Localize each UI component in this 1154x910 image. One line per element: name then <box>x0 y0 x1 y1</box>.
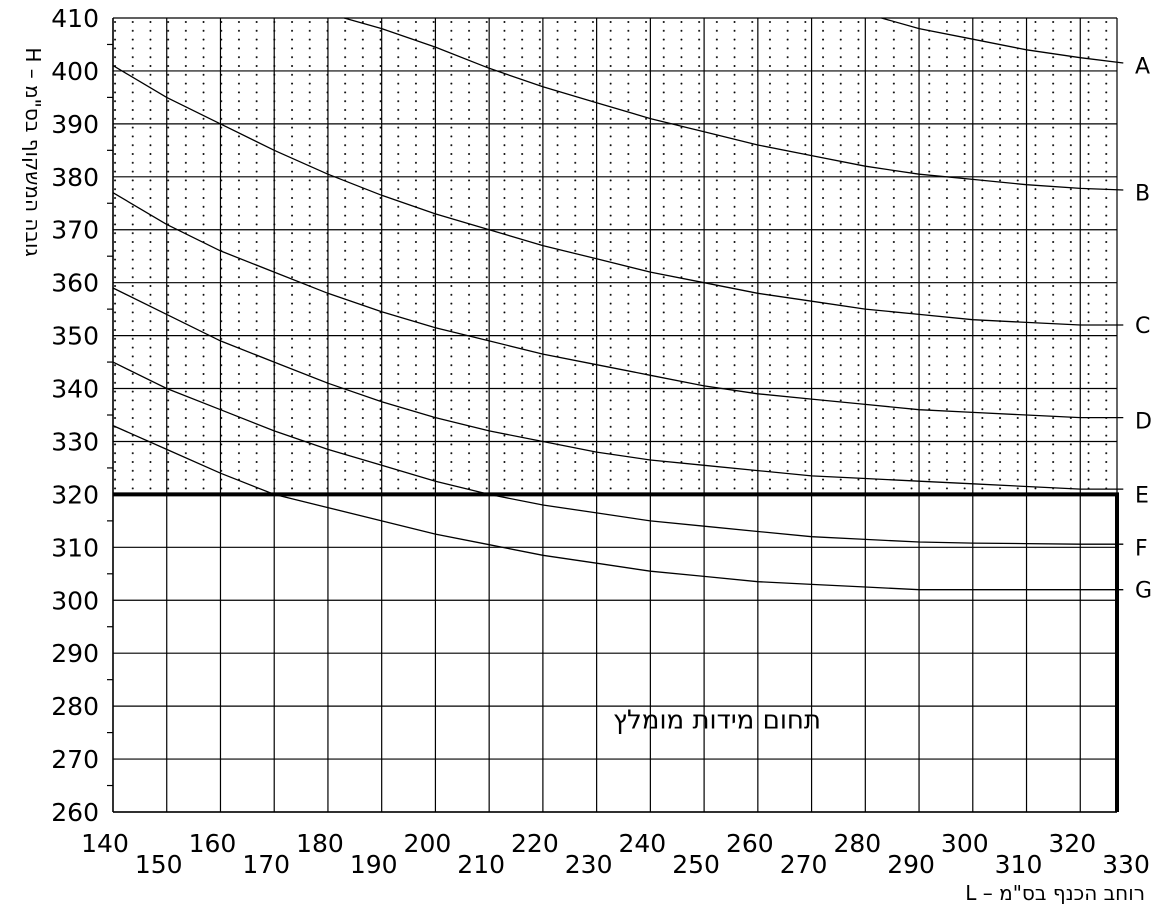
x-tick-label: 170 <box>242 850 290 879</box>
y-tick-label: 410 <box>51 4 99 33</box>
x-tick-label: 150 <box>135 850 183 879</box>
series-line-B <box>343 17 1124 191</box>
x-axis-title: L – רוחב הכנף בס"מ <box>965 881 1145 905</box>
x-tick-label: 290 <box>887 850 935 879</box>
y-tick-label: 290 <box>51 639 99 668</box>
y-tick-label: 360 <box>51 269 99 298</box>
x-tick-label: 220 <box>511 829 559 858</box>
x-tick-label: 250 <box>672 850 720 879</box>
y-tick-label: 350 <box>51 322 99 351</box>
y-axis-title: H – גובה המשקוף בס"מ <box>21 47 45 256</box>
series-line-F <box>112 361 1124 545</box>
y-tick-label: 280 <box>51 692 99 721</box>
y-tick-label: 400 <box>51 57 99 86</box>
series-label-G: G <box>1135 579 1152 604</box>
recommended-region-label: תחום מידות מומלץ <box>613 705 821 735</box>
y-tick-label: 270 <box>51 745 99 774</box>
series-label-F: F <box>1135 536 1148 561</box>
x-tick-label: 270 <box>780 850 828 879</box>
series-label-B: B <box>1135 182 1150 207</box>
series-label-C: C <box>1135 314 1150 339</box>
y-tick-label: 300 <box>51 586 99 615</box>
x-tick-label: 300 <box>941 829 989 858</box>
recommended-region-border <box>113 492 1119 812</box>
y-tick-label: 260 <box>51 798 99 827</box>
x-tick-label: 160 <box>189 829 237 858</box>
y-tick-label: 390 <box>51 110 99 139</box>
series-line-C <box>112 65 1124 326</box>
x-tick-label: 190 <box>350 850 398 879</box>
x-tick-label: 330 <box>1102 850 1150 879</box>
x-tick-label: 140 <box>81 829 129 858</box>
x-tick-label: 260 <box>726 829 774 858</box>
series-label-D: D <box>1135 409 1152 434</box>
series-line-E <box>112 287 1124 490</box>
x-tick-label: 320 <box>1048 829 1096 858</box>
series-line-A <box>881 17 1124 64</box>
y-tick-label: 340 <box>51 375 99 404</box>
y-tick-label: 370 <box>51 216 99 245</box>
x-tick-label: 240 <box>619 829 667 858</box>
series-line-G <box>112 425 1124 591</box>
series-label-A: A <box>1135 55 1150 80</box>
x-tick-label: 210 <box>457 850 505 879</box>
series-line-D <box>112 192 1124 419</box>
x-tick-label: 180 <box>296 829 344 858</box>
series-label-E: E <box>1135 483 1149 508</box>
y-tick-label: 330 <box>51 427 99 456</box>
y-tick-label: 380 <box>51 163 99 192</box>
x-tick-label: 310 <box>995 850 1043 879</box>
dotted-region <box>113 18 1117 495</box>
y-tick-label: 320 <box>51 480 99 509</box>
x-tick-label: 280 <box>833 829 881 858</box>
x-tick-label: 230 <box>565 850 613 879</box>
x-tick-label: 200 <box>404 829 452 858</box>
y-tick-label: 310 <box>51 533 99 562</box>
